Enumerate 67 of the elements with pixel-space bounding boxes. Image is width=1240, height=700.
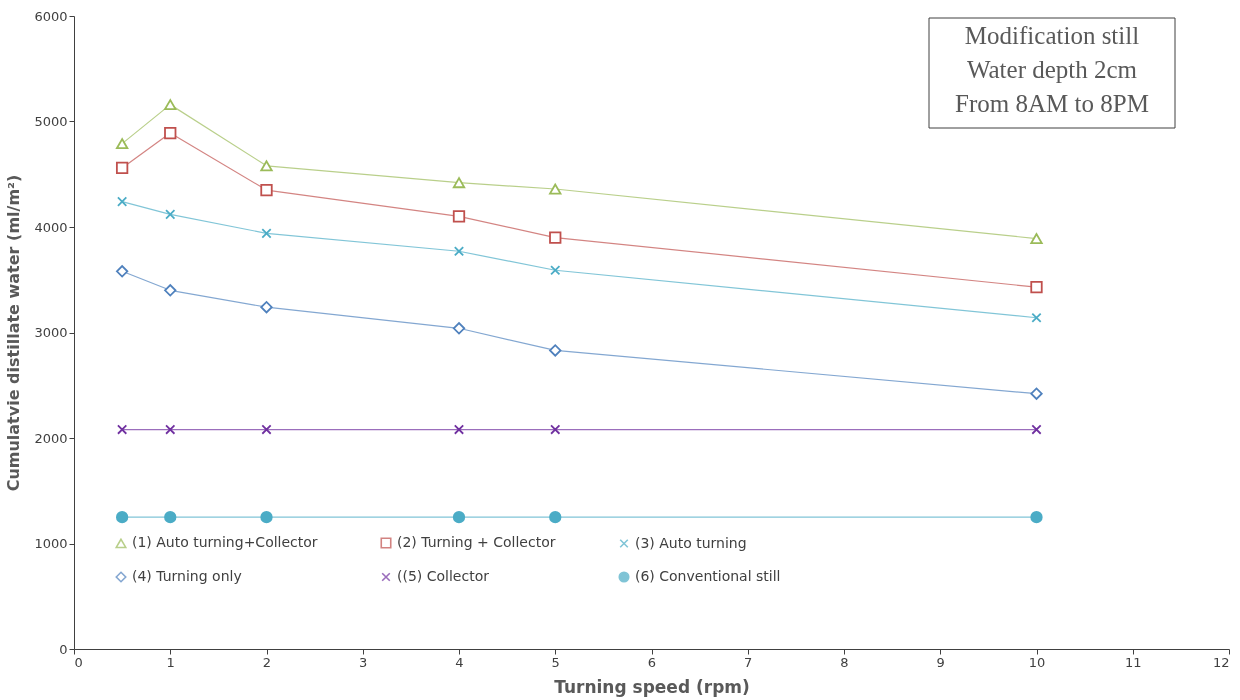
point [1030,510,1043,524]
point [549,183,562,195]
point [453,246,465,257]
y-tick-label: 4000 [34,219,68,235]
point [165,209,176,220]
y-tick-label: 0 [59,641,68,657]
x-tick-label: 2 [262,654,272,670]
point [549,510,562,524]
x-tick-label: 9 [936,654,945,670]
y-tick-label: 1000 [34,536,68,551]
annotation: Modification still [964,22,1140,49]
legend-label: (6) Conventional still [635,568,781,584]
point [1031,312,1042,323]
legend-label: ((5) Collector [397,568,490,584]
x-tick-label: 0 [74,654,83,670]
point [260,510,273,524]
legend-label: (3) Auto turning [635,534,747,551]
y-tick-label: 3000 [34,325,68,340]
x-axis-title: Turning speed (rpm) [554,676,750,697]
point [452,177,466,189]
point [115,161,129,175]
point [260,183,273,197]
legend-label: (2) Turning + Collector [397,534,556,551]
point [260,160,273,172]
x-tick-label: 5 [551,654,560,670]
point [164,510,177,524]
point [452,322,466,335]
x-tick-label: 7 [744,654,753,670]
point [1030,280,1043,294]
annotation: Water depth 2cm [966,56,1138,83]
y-tick-label: 6000 [34,8,68,24]
legend-label: (4) Turning only [132,568,242,584]
point [117,424,128,435]
legend-label: (1) Auto turning+Collector [132,534,318,551]
point [452,210,466,223]
point [115,510,129,524]
point [550,424,561,435]
x-tick-label: 1 [166,654,175,670]
point [164,126,177,140]
x-tick-label: 11 [1124,654,1142,670]
x-tick-label: 6 [647,654,657,670]
x-tick-label: 4 [455,654,464,670]
point [115,265,129,278]
point [549,344,562,357]
point [260,301,273,314]
point [453,424,465,435]
point [165,424,176,435]
point [117,196,128,207]
x-tick-label: 12 [1212,654,1230,670]
x-tick-label: 10 [1028,654,1046,670]
point [550,265,561,276]
x-tick-label: 8 [840,654,849,670]
point [261,424,272,435]
y-axis-title: Cumulatvie distillate water (ml/m²) [4,174,24,492]
y-tick-label: 2000 [34,430,68,446]
point [1031,424,1042,435]
point [164,284,177,297]
point [549,231,562,244]
point [261,228,272,239]
x-tick-label: 3 [359,654,368,670]
point [452,510,466,524]
annotation: From 8AM to 8PM [955,90,1149,117]
point [164,99,177,111]
y-tick-label: 5000 [34,114,68,129]
point [115,138,129,150]
point [1030,233,1043,245]
point [1030,387,1043,400]
